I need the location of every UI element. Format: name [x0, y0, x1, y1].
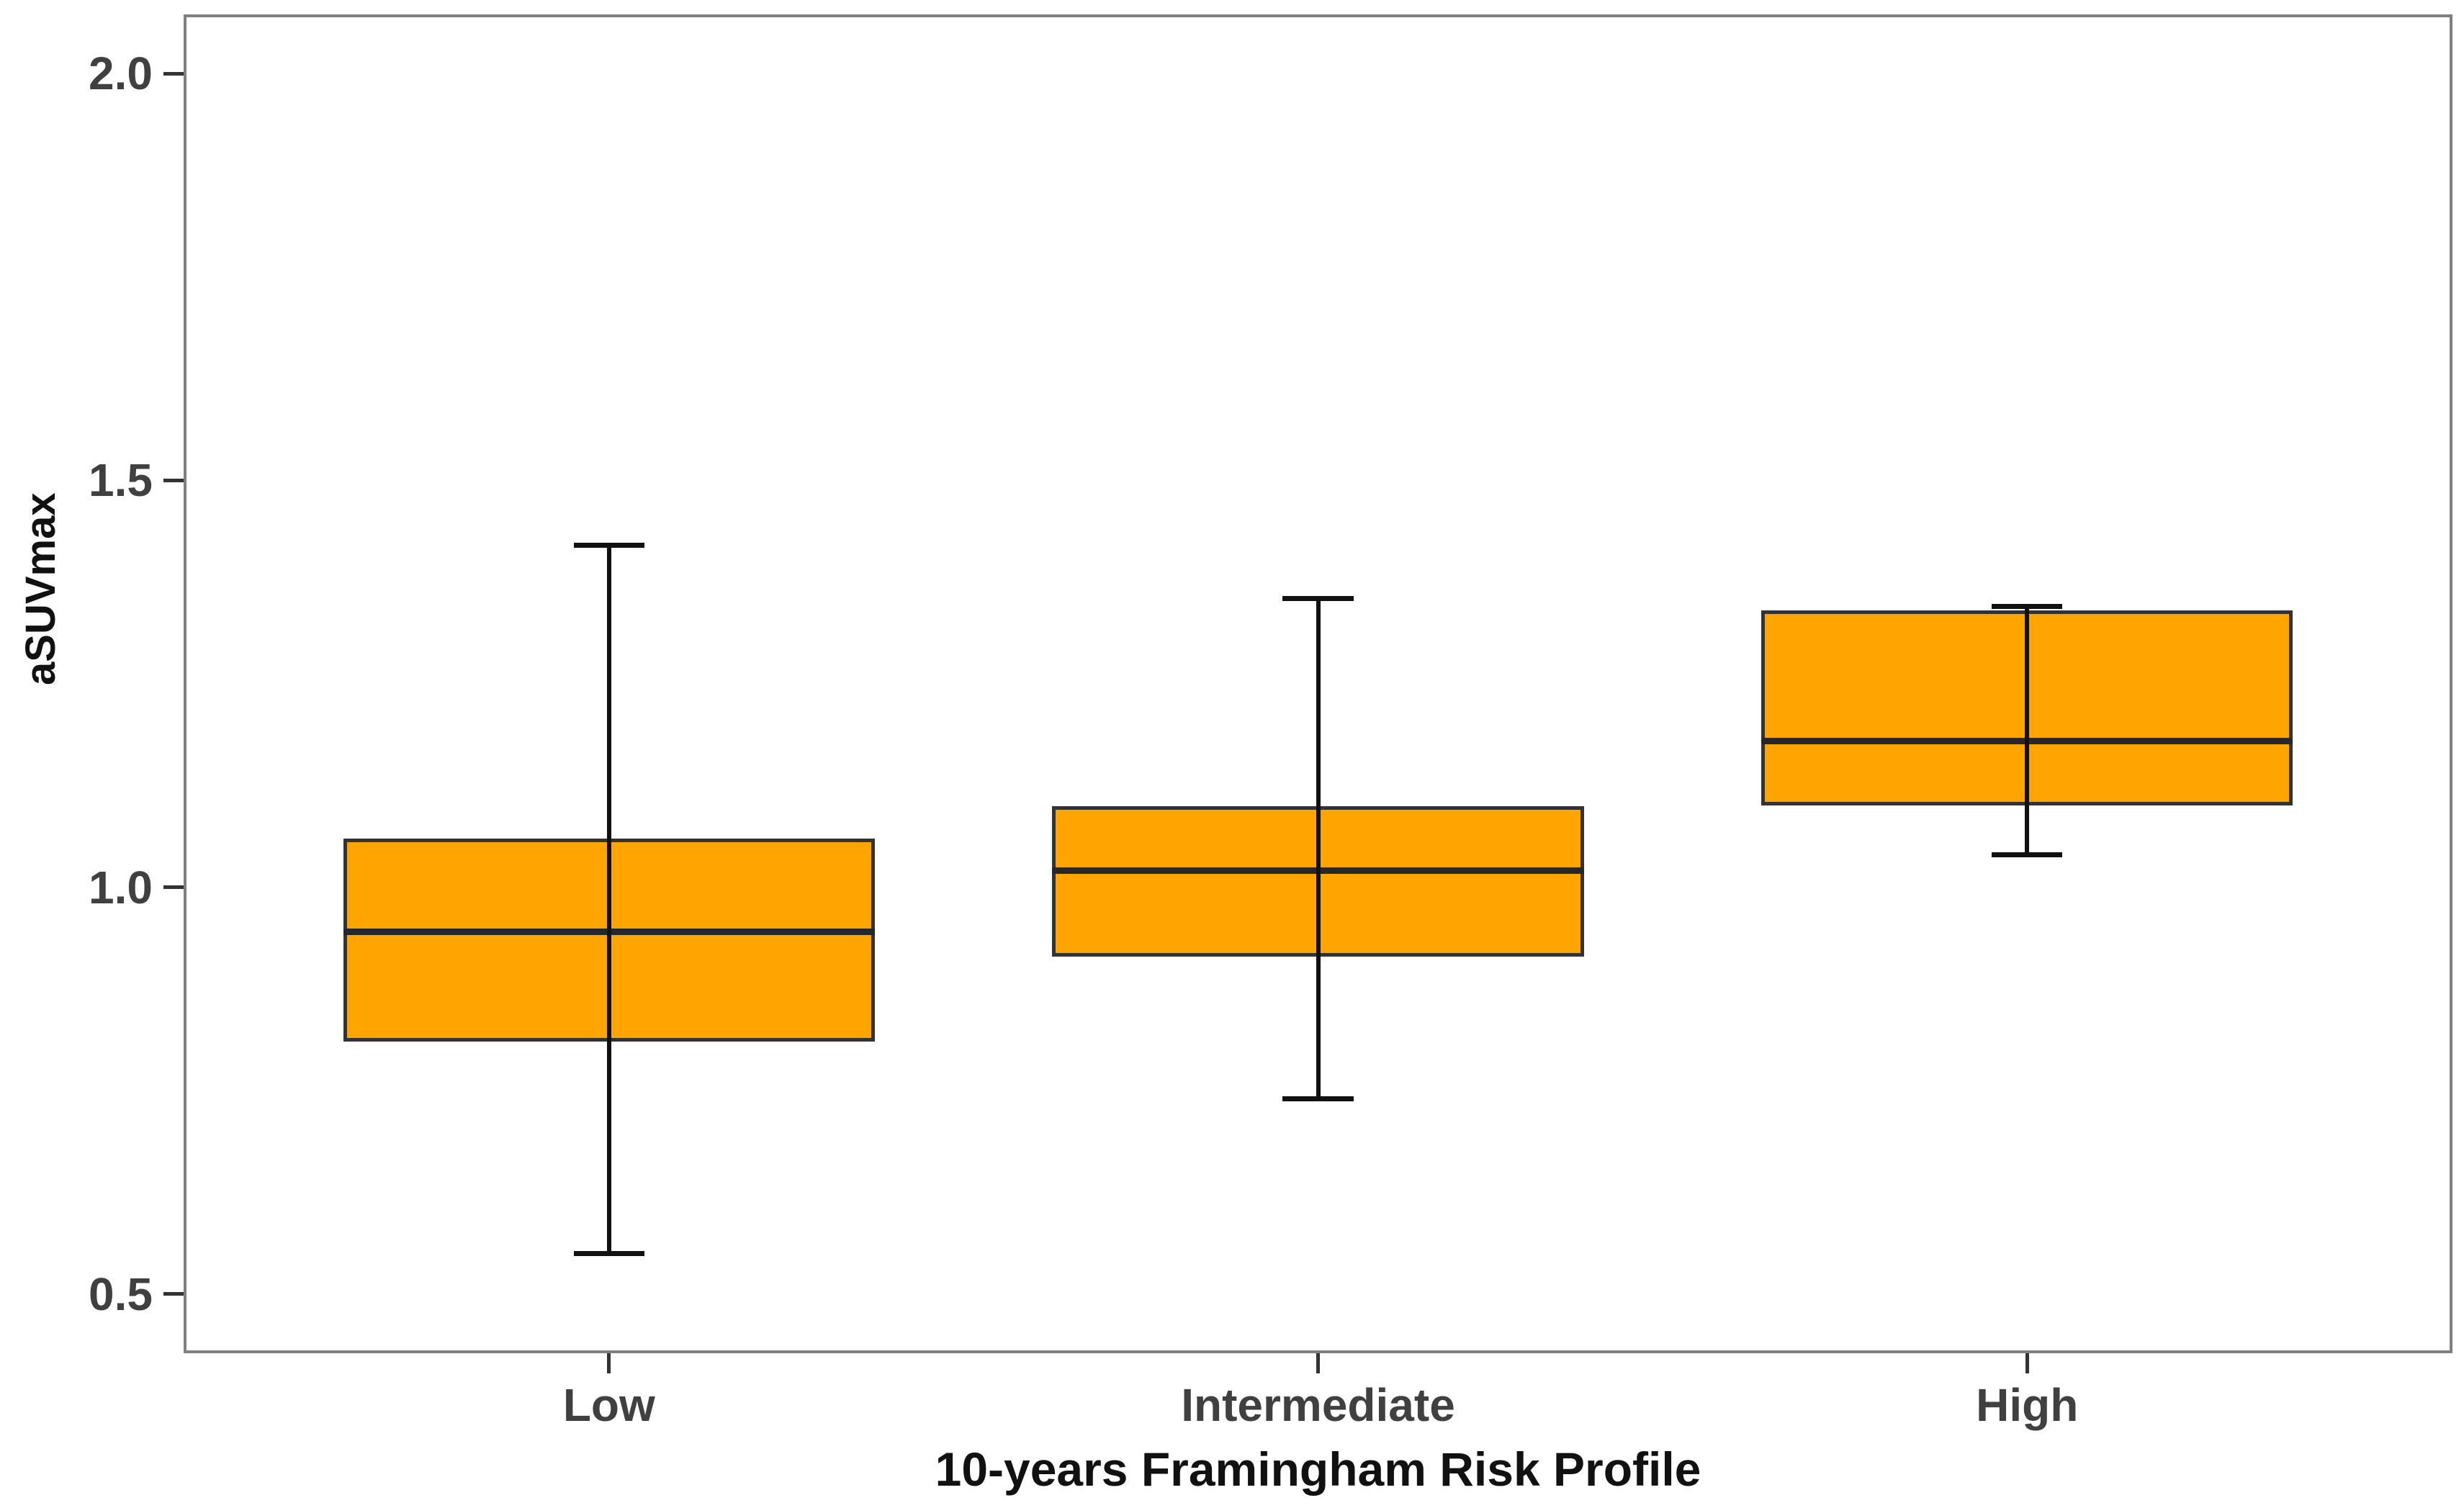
- x-tick-mark: [607, 1353, 611, 1373]
- y-tick-mark: [163, 885, 184, 889]
- y-tick-mark: [163, 71, 184, 76]
- x-tick-mark: [2025, 1353, 2029, 1373]
- y-axis-title: aSUVmax: [17, 492, 64, 685]
- y-tick-mark: [163, 478, 184, 482]
- x-tick-label-high: High: [1976, 1379, 2079, 1431]
- x-axis-title: 10-years Framingham Risk Profile: [935, 1442, 1701, 1496]
- whisker-cap-top: [573, 543, 645, 548]
- whisker-line: [2025, 606, 2030, 855]
- whisker-cap-bottom: [573, 1250, 645, 1256]
- whisker-cap-bottom: [1991, 852, 2063, 857]
- x-tick-label-low: Low: [562, 1379, 655, 1431]
- whisker-line: [1316, 598, 1321, 1099]
- y-tick-label: 0.5: [89, 1268, 153, 1320]
- y-tick-label: 1.5: [89, 454, 153, 507]
- y-tick-label: 2.0: [89, 48, 153, 100]
- whisker-line: [606, 545, 611, 1253]
- y-tick-label: 1.0: [89, 861, 153, 913]
- x-tick-mark: [1316, 1353, 1320, 1373]
- whisker-cap-top: [1282, 595, 1354, 601]
- whisker-cap-top: [1991, 604, 2063, 610]
- whisker-cap-bottom: [1282, 1096, 1354, 1101]
- x-tick-label-intermediate: Intermediate: [1181, 1379, 1455, 1431]
- y-tick-mark: [163, 1292, 184, 1296]
